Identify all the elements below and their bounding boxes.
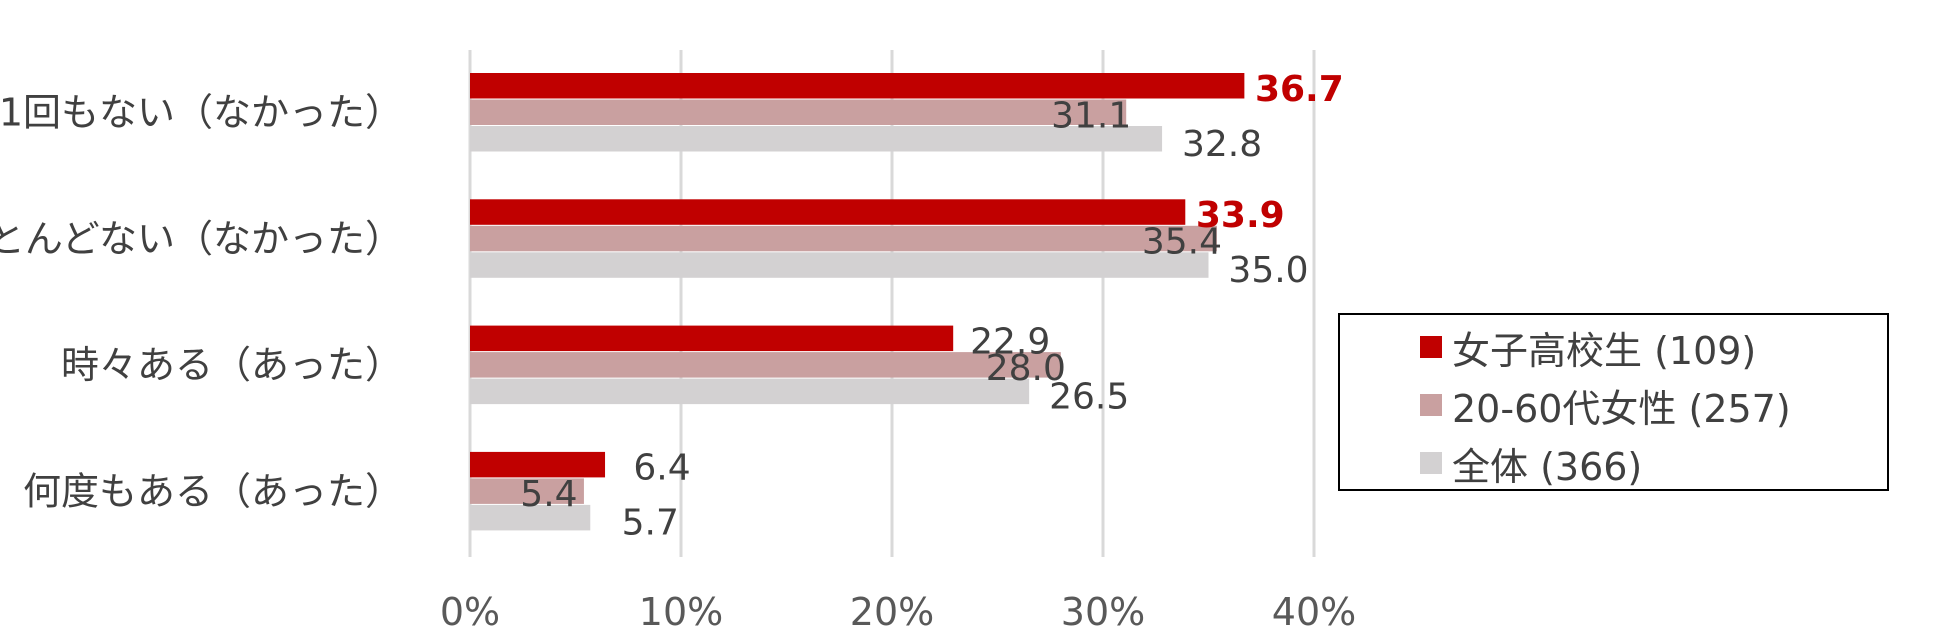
data-label: 26.5 [1049, 376, 1129, 417]
data-label: 31.1 [1051, 95, 1131, 136]
x-tick-label: 20% [850, 590, 934, 634]
legend-swatch-series-1 [1420, 336, 1442, 358]
data-label: 35.4 [1142, 222, 1222, 263]
legend: 女子高校生 (109) 20-60代女性 (257) 全体 (366) [1338, 313, 1889, 491]
value-labels: 36.7 31.1 32.8 33.935.435.0 22.928.026.5 6.4 5… [520, 69, 1343, 544]
bar [470, 352, 1061, 378]
x-tick-labels: 0% 10% 20% 30% 40% [440, 590, 1356, 634]
legend-item-series-2: 20-60代女性 (257) [1420, 385, 1791, 431]
bar [470, 504, 591, 531]
bar [470, 225, 1217, 252]
data-label: 32.8 [1182, 124, 1262, 165]
legend-label-series-3: 全体 (366) [1452, 444, 1643, 489]
bar [470, 199, 1186, 225]
x-tick-label: 0% [440, 590, 500, 634]
category-label: 時々ある（あった） [61, 343, 403, 387]
bar [470, 73, 1245, 99]
category-label: 何度もある（あった） [23, 469, 403, 513]
data-label: 5.4 [520, 474, 577, 515]
x-tick-label: 40% [1272, 590, 1356, 634]
bars [470, 73, 1245, 531]
data-label: 22.9 [970, 321, 1050, 362]
bar [470, 126, 1163, 152]
legend-item-series-3: 全体 (366) [1420, 443, 1642, 489]
legend-swatch-series-2 [1420, 394, 1442, 416]
bar [470, 325, 954, 352]
category-label: ほとんどない（なかった） [0, 217, 403, 261]
bar [470, 451, 606, 478]
category-label: 1回もない（なかった） [0, 91, 403, 135]
x-tick-label: 10% [639, 590, 723, 634]
bar [470, 252, 1209, 278]
data-label: 35.0 [1228, 250, 1308, 291]
data-label: 36.7 [1255, 69, 1344, 110]
bar [470, 478, 584, 504]
data-label: 28.0 [986, 348, 1066, 389]
legend-label-series-2: 20-60代女性 (257) [1452, 386, 1791, 431]
x-tick-label: 30% [1061, 590, 1145, 634]
data-label: 6.4 [633, 448, 690, 489]
legend-item-series-1: 女子高校生 (109) [1420, 327, 1756, 373]
bar [470, 99, 1127, 125]
legend-label-series-1: 女子高校生 (109) [1452, 328, 1757, 373]
legend-swatch-series-3 [1420, 452, 1442, 474]
bar [470, 378, 1030, 405]
data-label: 33.9 [1196, 195, 1285, 236]
category-labels: 1回もない（なかった） ほとんどない（なかった） 時々ある（あった） 何度もある（あっ… [0, 91, 403, 514]
data-label: 5.7 [622, 503, 679, 544]
